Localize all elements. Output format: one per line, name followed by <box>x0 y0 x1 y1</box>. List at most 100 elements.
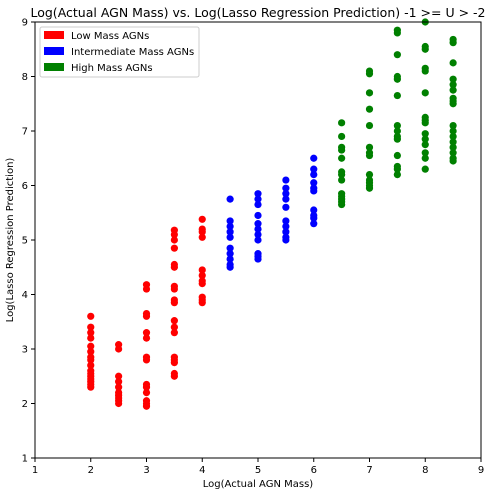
data-point <box>310 206 318 214</box>
x-tick-label: 4 <box>199 465 205 476</box>
data-point <box>254 211 262 220</box>
data-point <box>421 135 429 143</box>
data-point <box>115 372 123 380</box>
x-tick-label: 8 <box>422 465 428 476</box>
data-point <box>115 345 123 353</box>
data-point <box>365 184 374 192</box>
data-point <box>254 255 262 263</box>
data-point <box>421 45 429 53</box>
x-tick-label: 1 <box>32 465 38 476</box>
data-point <box>170 244 178 252</box>
data-point <box>87 312 95 320</box>
x-tick-label: 9 <box>478 465 484 476</box>
data-point <box>421 119 429 127</box>
data-point <box>254 220 262 228</box>
data-point <box>310 187 318 195</box>
data-point <box>449 157 457 165</box>
data-point <box>449 149 457 157</box>
data-point <box>421 149 429 157</box>
data-point <box>115 383 123 391</box>
data-point <box>87 323 95 331</box>
data-point <box>310 165 318 173</box>
data-point <box>282 176 290 184</box>
data-point <box>170 359 178 367</box>
data-point <box>449 143 457 151</box>
data-point <box>142 312 151 320</box>
data-point <box>87 348 95 356</box>
data-point <box>87 361 95 369</box>
data-point <box>115 378 123 386</box>
data-point <box>254 200 262 209</box>
data-point <box>198 299 206 307</box>
data-point <box>449 59 457 67</box>
data-point <box>338 119 346 127</box>
x-tick-label: 2 <box>88 465 94 476</box>
legend-swatch <box>44 63 64 71</box>
y-axis-ticks: 1 2 3 4 5 6 7 8 9 <box>22 18 35 465</box>
data-point <box>142 356 151 364</box>
x-tick-label: 6 <box>311 465 317 476</box>
data-point <box>198 280 206 288</box>
data-point <box>254 225 262 233</box>
data-point <box>282 217 290 225</box>
data-point <box>421 67 429 75</box>
data-point <box>87 342 95 350</box>
chart-title: Log(Actual AGN Mass) vs. Log(Lasso Regre… <box>30 5 485 20</box>
data-point <box>310 214 318 222</box>
legend-swatch <box>44 47 64 55</box>
legend: Low Mass AGNs Intermediate Mass AGNs High … <box>39 26 200 78</box>
data-point <box>365 105 374 113</box>
data-point <box>338 154 346 162</box>
data-point <box>449 100 457 108</box>
data-point <box>170 236 178 244</box>
x-axis-ticks: 1 2 3 4 5 6 7 8 9 <box>32 458 484 476</box>
data-point <box>142 285 151 293</box>
data-point <box>449 121 457 130</box>
data-point <box>198 233 206 241</box>
data-point <box>170 317 178 325</box>
legend-label: Low Mass AGNs <box>71 31 149 42</box>
data-point <box>449 81 457 89</box>
data-point <box>365 151 374 160</box>
data-point <box>449 86 457 94</box>
data-point <box>226 195 234 203</box>
y-tick-label: 6 <box>22 181 28 192</box>
series-group <box>226 154 318 271</box>
legend-label: High Mass AGNs <box>71 63 153 74</box>
data-point <box>170 230 178 239</box>
data-point <box>449 75 457 83</box>
data-point <box>282 236 290 244</box>
data-point <box>142 383 151 391</box>
data-point <box>393 165 401 173</box>
data-point <box>198 228 206 236</box>
y-axis-label: Log(Lasso Regression Prediction) <box>5 158 16 323</box>
data-point <box>310 220 318 228</box>
data-point <box>142 334 151 342</box>
data-point <box>393 75 401 83</box>
data-point <box>310 154 318 162</box>
data-point <box>282 190 290 198</box>
y-tick-label: 9 <box>22 18 28 29</box>
data-point <box>226 233 234 241</box>
data-point <box>170 329 178 337</box>
data-point <box>170 372 178 380</box>
y-tick-label: 8 <box>22 72 28 83</box>
data-point <box>170 299 178 307</box>
data-point <box>226 250 234 258</box>
data-point <box>115 399 123 408</box>
data-point <box>87 383 95 391</box>
data-point <box>198 271 206 280</box>
data-point <box>226 255 234 263</box>
y-tick-label: 1 <box>22 454 28 465</box>
data-point <box>226 228 234 236</box>
data-point <box>254 190 262 198</box>
data-point <box>449 127 457 135</box>
data-point <box>338 171 346 179</box>
data-point <box>393 91 401 100</box>
data-point <box>421 165 429 173</box>
data-point <box>142 402 151 410</box>
data-point <box>170 263 178 271</box>
data-point <box>449 138 457 146</box>
data-point <box>282 222 290 230</box>
